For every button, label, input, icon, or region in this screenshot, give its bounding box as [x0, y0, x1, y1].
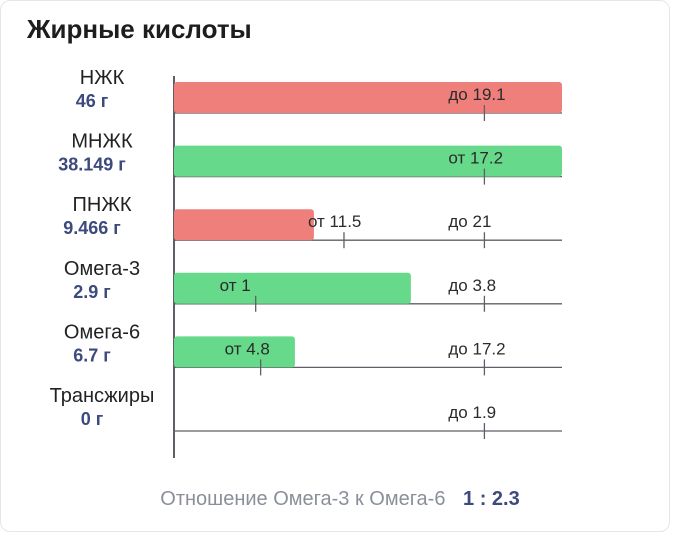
category-label: НЖК: [80, 67, 125, 89]
category-label: ПНЖК: [73, 194, 132, 216]
omega-ratio-value: 1 : 2.3: [463, 488, 520, 510]
card-title: Жирные кислоты: [27, 14, 252, 44]
norm-marker-label: до 17.2: [448, 339, 505, 358]
amount-label: 2.9 г: [73, 282, 111, 302]
category-label: Омега-6: [64, 321, 140, 343]
omega-ratio-label: Отношение Омега-3 к Омега-6: [160, 488, 446, 510]
amount-label: 38.149 г: [58, 155, 126, 175]
norm-marker-label: от 1: [220, 276, 251, 295]
bar: [174, 82, 562, 113]
norm-marker-label: до 3.8: [448, 276, 496, 295]
category-label: Омега-3: [64, 258, 140, 280]
category-label: Трансжиры: [50, 385, 155, 407]
norm-marker-label: от 17.2: [448, 149, 503, 168]
omega-ratio-footer: Отношение Омега-3 к Омега-6 1 : 2.3: [0, 488, 680, 511]
bar: [174, 272, 411, 304]
bar: [174, 145, 562, 177]
bar: [174, 209, 314, 241]
norm-marker-label: от 4.8: [225, 339, 270, 358]
category-label: МНЖК: [71, 131, 133, 153]
amount-label: 6.7 г: [73, 345, 111, 365]
norm-marker-label: до 19.1: [448, 85, 505, 104]
norm-marker-label: от 11.5: [308, 212, 361, 231]
norm-marker-label: до 1.9: [448, 403, 496, 422]
amount-label: 9.466 г: [63, 218, 121, 238]
amount-label: 46 г: [76, 91, 109, 111]
amount-label: 0 г: [81, 409, 104, 429]
norm-marker-label: до 21: [448, 212, 491, 231]
bar: [174, 336, 295, 368]
